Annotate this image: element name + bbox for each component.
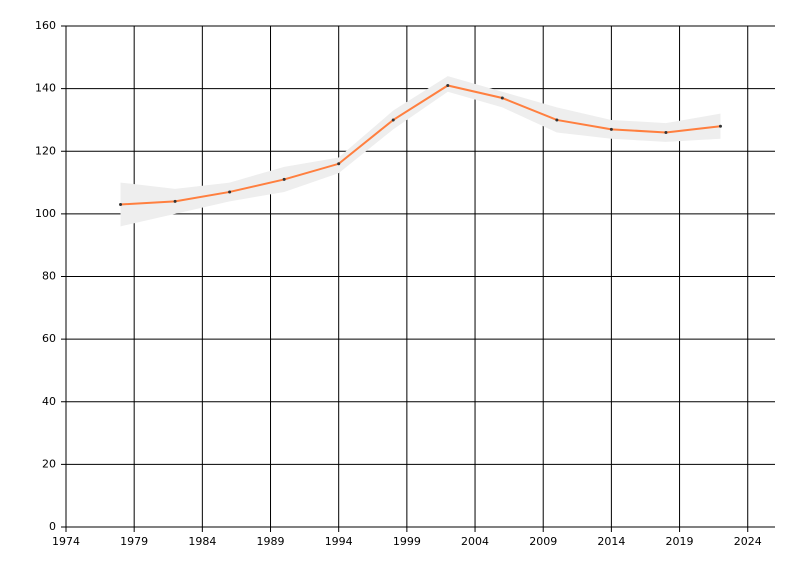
confidence-band [120,76,721,227]
y-tick-label: 140 [35,82,56,95]
point [609,127,613,131]
y-tick-label: 160 [35,19,56,32]
point [500,96,504,100]
point [664,130,668,134]
x-tick-label: 2019 [666,535,694,548]
y-tick-label: 120 [35,144,56,157]
line [120,84,721,206]
y-tick-label: 0 [49,520,56,533]
x-tick-label: 2024 [734,535,762,548]
y-tick-label: 100 [35,207,56,220]
x-tick-label: 1979 [120,535,148,548]
x-tick-label: 2004 [461,535,489,548]
y-tick-label: 40 [42,395,56,408]
point [228,190,232,194]
y-tick-label: 80 [42,270,56,283]
point [446,83,450,87]
y-tick-label: 60 [42,332,56,345]
x-tick-label: 1989 [257,535,285,548]
point [555,118,559,122]
x-tick-label: 1994 [325,535,353,548]
point [337,162,341,166]
point [119,202,123,206]
y-tick-label: 20 [42,457,56,470]
x-tick-label: 1984 [188,535,216,548]
x-tick-label: 2014 [597,535,625,548]
point [173,199,177,203]
x-tick-label: 1974 [52,535,80,548]
point [391,118,395,122]
point [718,124,722,128]
x-tick-label: 1999 [393,535,421,548]
point [282,177,286,181]
x-tick-label: 2009 [529,535,557,548]
